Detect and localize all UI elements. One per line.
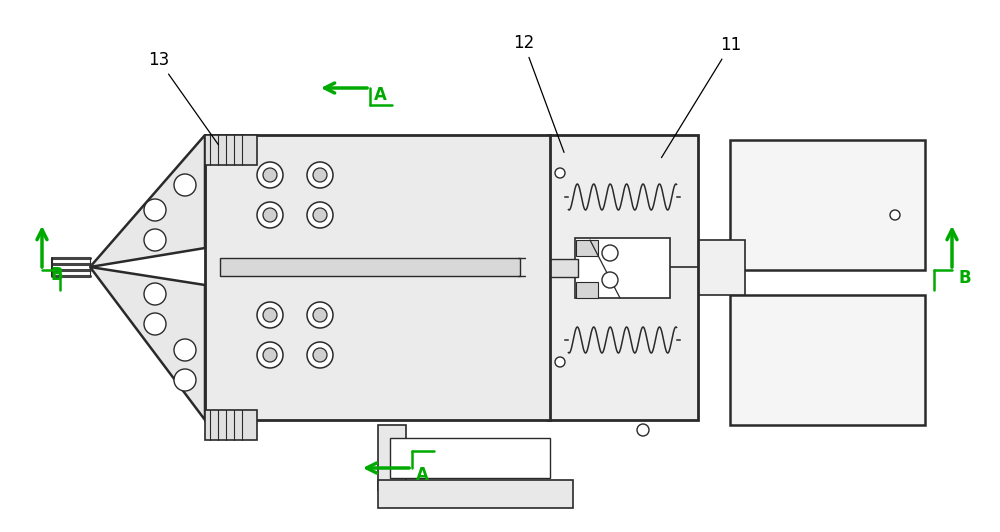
Bar xyxy=(378,480,573,508)
Bar xyxy=(576,282,598,298)
Text: 13: 13 xyxy=(148,51,218,145)
Polygon shape xyxy=(90,135,205,267)
Bar xyxy=(220,258,520,276)
Bar xyxy=(378,425,406,490)
Bar xyxy=(730,140,925,270)
Polygon shape xyxy=(90,267,205,420)
Circle shape xyxy=(257,302,283,328)
Circle shape xyxy=(313,168,327,182)
Circle shape xyxy=(263,308,277,322)
Bar xyxy=(690,240,745,295)
Circle shape xyxy=(263,208,277,222)
Text: B: B xyxy=(50,266,63,284)
Text: 11: 11 xyxy=(661,36,741,157)
Bar xyxy=(576,240,598,256)
Circle shape xyxy=(307,202,333,228)
Circle shape xyxy=(637,424,649,436)
Circle shape xyxy=(174,339,196,361)
Circle shape xyxy=(602,272,618,288)
Bar xyxy=(205,135,550,420)
Bar xyxy=(575,238,670,298)
Bar xyxy=(730,295,925,425)
Circle shape xyxy=(144,283,166,305)
Circle shape xyxy=(602,245,618,261)
Circle shape xyxy=(307,342,333,368)
Circle shape xyxy=(313,308,327,322)
Circle shape xyxy=(174,369,196,391)
Text: A: A xyxy=(416,466,429,484)
Circle shape xyxy=(890,210,900,220)
Circle shape xyxy=(257,162,283,188)
Bar xyxy=(548,135,698,420)
Circle shape xyxy=(257,202,283,228)
Circle shape xyxy=(555,168,565,178)
Bar xyxy=(390,438,550,478)
Bar xyxy=(205,135,257,165)
Text: B: B xyxy=(958,269,971,287)
Bar xyxy=(205,410,257,440)
Circle shape xyxy=(144,229,166,251)
Circle shape xyxy=(555,357,565,367)
Circle shape xyxy=(144,313,166,335)
Circle shape xyxy=(174,174,196,196)
Bar xyxy=(520,259,578,277)
Circle shape xyxy=(307,302,333,328)
Circle shape xyxy=(263,168,277,182)
Circle shape xyxy=(313,348,327,362)
Text: A: A xyxy=(374,86,387,104)
Circle shape xyxy=(257,342,283,368)
Text: 12: 12 xyxy=(513,34,564,152)
Circle shape xyxy=(144,199,166,221)
Circle shape xyxy=(263,348,277,362)
Circle shape xyxy=(313,208,327,222)
Circle shape xyxy=(307,162,333,188)
